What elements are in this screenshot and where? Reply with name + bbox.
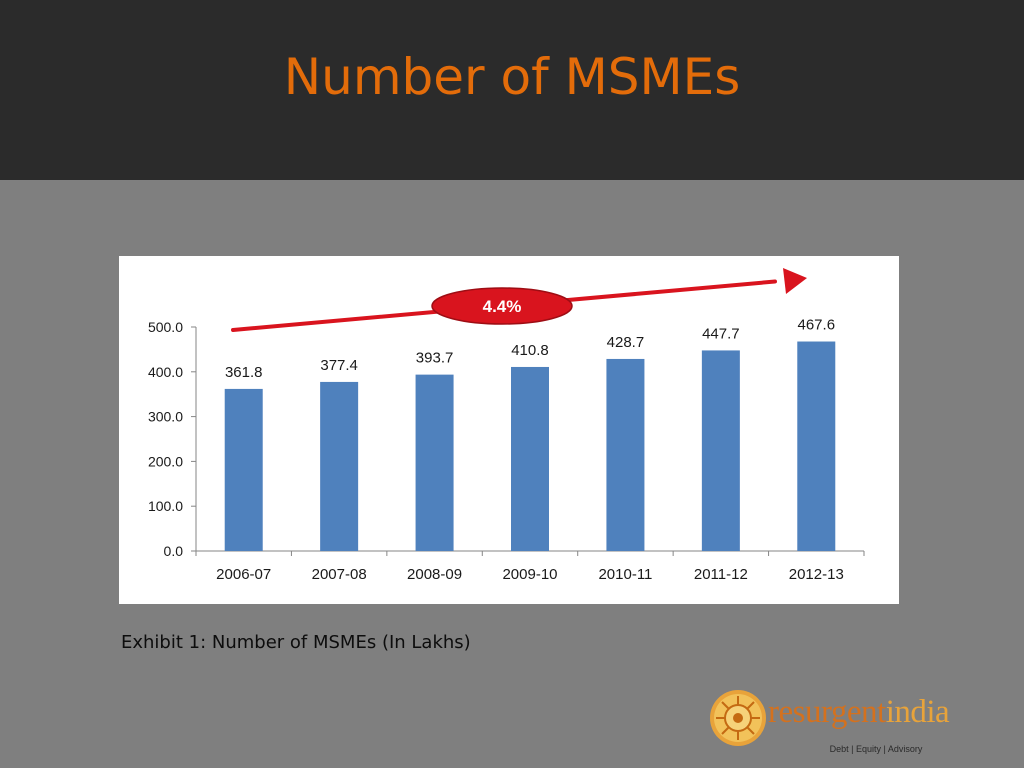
bar-2012-13 bbox=[797, 341, 836, 551]
logo-wordmark-part2: india bbox=[885, 694, 950, 730]
category-label: 2009-10 bbox=[502, 566, 557, 583]
data-label: 361.8 bbox=[225, 364, 263, 381]
y-tick-label: 0.0 bbox=[164, 543, 184, 559]
logo-tagline: Debt | Equity | Advisory bbox=[829, 744, 923, 754]
y-tick-label: 100.0 bbox=[148, 498, 183, 514]
y-tick-label: 200.0 bbox=[148, 453, 183, 469]
data-label: 467.6 bbox=[798, 317, 836, 334]
slide-title: Number of MSMEs bbox=[283, 48, 741, 106]
data-label: 428.7 bbox=[607, 334, 645, 351]
bar-2008-09 bbox=[415, 374, 454, 551]
category-label: 2011-12 bbox=[694, 566, 748, 583]
y-tick-label: 400.0 bbox=[148, 364, 183, 380]
bar-2006-07 bbox=[224, 388, 263, 551]
bar-2007-08 bbox=[320, 381, 359, 551]
bar-chart: 0.0 100.0 200.0 300.0 400.0 500.0 361.8 2006-07… bbox=[148, 268, 865, 583]
trend-arrow-head bbox=[783, 268, 807, 294]
bar-2011-12 bbox=[701, 350, 740, 551]
chart-caption: Exhibit 1: Number of MSMEs (In Lakhs) bbox=[121, 632, 471, 653]
growth-badge bbox=[431, 287, 573, 325]
category-label: 2012-13 bbox=[789, 566, 844, 583]
data-label: 447.7 bbox=[702, 325, 740, 342]
category-label: 2008-09 bbox=[407, 566, 462, 583]
logo-wordmark-part1: resurgent bbox=[768, 694, 886, 730]
bar-2010-11 bbox=[606, 358, 645, 551]
company-logo: resurgentindia Debt | Equity | Advisory bbox=[706, 688, 1006, 760]
y-tick-label: 500.0 bbox=[148, 319, 183, 335]
bar-2009-10 bbox=[511, 366, 549, 551]
title-bar bbox=[0, 0, 1024, 180]
category-label: 2006-07 bbox=[216, 566, 271, 583]
category-label: 2010-11 bbox=[598, 566, 652, 583]
growth-badge-label: 4.4% bbox=[483, 297, 522, 316]
chart-panel: 0.0 100.0 200.0 300.0 400.0 500.0 361.8 2006-07… bbox=[119, 256, 899, 604]
data-label: 393.7 bbox=[416, 350, 454, 367]
logo-wordmark: resurgentindia bbox=[768, 694, 950, 731]
sun-wheel-icon bbox=[710, 690, 766, 746]
data-label: 377.4 bbox=[320, 357, 358, 374]
category-label: 2007-08 bbox=[312, 566, 367, 583]
data-label: 410.8 bbox=[511, 342, 549, 359]
y-tick-label: 300.0 bbox=[148, 409, 183, 425]
